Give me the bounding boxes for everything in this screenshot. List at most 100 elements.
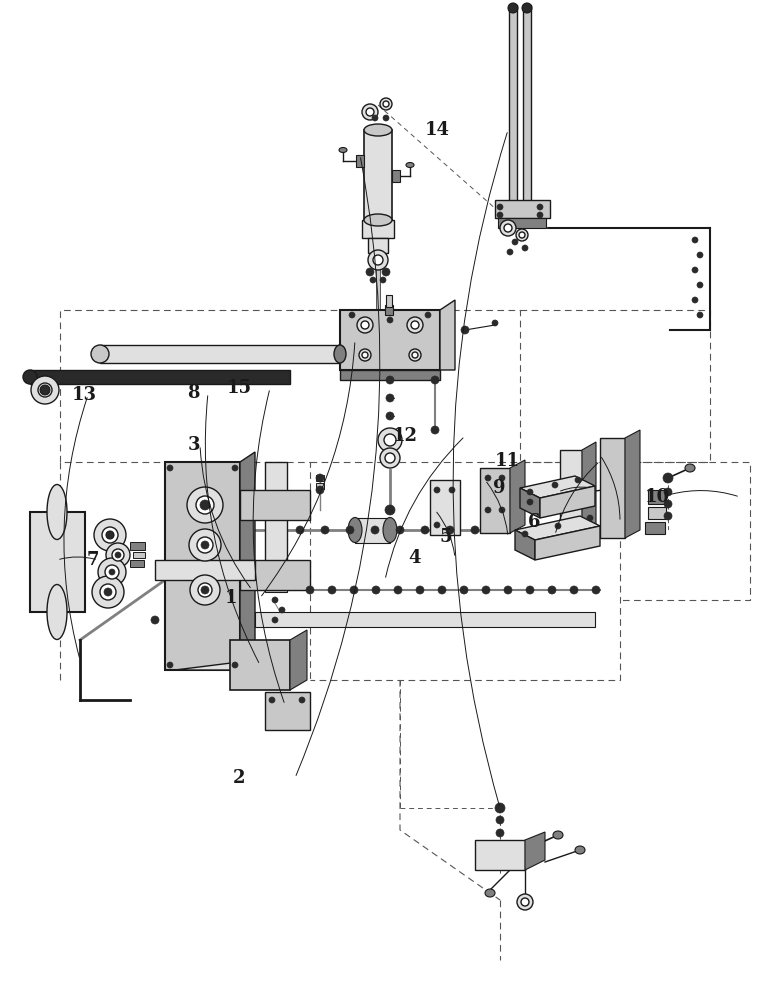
Circle shape [575, 477, 581, 483]
Bar [30, 370, 290, 384]
Circle shape [102, 527, 118, 543]
Bar [265, 462, 287, 562]
Circle shape [316, 474, 324, 482]
Circle shape [92, 576, 124, 608]
Circle shape [385, 505, 395, 515]
Bar [430, 480, 460, 535]
Circle shape [167, 662, 173, 668]
Polygon shape [540, 486, 595, 518]
Ellipse shape [47, 485, 67, 540]
Circle shape [431, 426, 439, 434]
Circle shape [372, 586, 380, 594]
Circle shape [499, 475, 505, 481]
Circle shape [499, 507, 505, 513]
Circle shape [416, 586, 424, 594]
Circle shape [40, 385, 50, 395]
Circle shape [512, 239, 518, 245]
Circle shape [384, 434, 396, 446]
Circle shape [517, 894, 533, 910]
Circle shape [500, 220, 516, 236]
Circle shape [98, 558, 126, 586]
Circle shape [697, 252, 703, 258]
Text: 14: 14 [424, 121, 449, 139]
Circle shape [269, 697, 275, 703]
Circle shape [527, 489, 533, 495]
Circle shape [446, 526, 454, 534]
Circle shape [167, 465, 173, 471]
Circle shape [232, 662, 238, 668]
Circle shape [495, 803, 505, 813]
Bar [155, 560, 255, 580]
Text: 9: 9 [493, 479, 506, 497]
Circle shape [368, 250, 388, 270]
Circle shape [38, 383, 52, 397]
Circle shape [396, 526, 404, 534]
Bar [316, 475, 324, 481]
Circle shape [664, 512, 672, 520]
Bar [368, 238, 388, 253]
Bar [509, 5, 517, 205]
Bar [645, 522, 665, 534]
Circle shape [421, 526, 429, 534]
Ellipse shape [485, 889, 495, 897]
Polygon shape [520, 476, 595, 498]
Circle shape [115, 552, 121, 558]
Ellipse shape [364, 124, 392, 136]
Circle shape [497, 212, 503, 218]
Text: 6: 6 [528, 513, 540, 531]
Bar [100, 345, 340, 363]
Bar [130, 542, 145, 550]
Circle shape [362, 104, 378, 120]
Polygon shape [535, 526, 600, 560]
Circle shape [201, 541, 209, 549]
Circle shape [438, 586, 446, 594]
Circle shape [328, 586, 336, 594]
Circle shape [372, 115, 378, 121]
Circle shape [692, 297, 698, 303]
Bar [240, 490, 310, 520]
Circle shape [425, 312, 431, 318]
Bar [133, 552, 145, 558]
Circle shape [187, 487, 223, 523]
Ellipse shape [23, 370, 37, 384]
Text: 11: 11 [495, 452, 520, 470]
Circle shape [697, 282, 703, 288]
Bar [265, 692, 310, 730]
Circle shape [522, 531, 528, 537]
Text: 3: 3 [188, 436, 200, 454]
Circle shape [537, 204, 543, 210]
Circle shape [570, 586, 578, 594]
Text: 15: 15 [226, 379, 251, 397]
Circle shape [189, 529, 221, 561]
Text: 5: 5 [440, 528, 453, 546]
Circle shape [106, 531, 114, 539]
Circle shape [407, 317, 423, 333]
Circle shape [296, 526, 304, 534]
Circle shape [434, 487, 440, 493]
Circle shape [321, 526, 329, 534]
Circle shape [460, 586, 468, 594]
Bar [130, 560, 144, 567]
Circle shape [380, 98, 392, 110]
Circle shape [362, 352, 368, 358]
Circle shape [394, 586, 402, 594]
Circle shape [109, 569, 115, 575]
Circle shape [201, 586, 209, 594]
Circle shape [504, 586, 512, 594]
Bar [340, 310, 440, 370]
Ellipse shape [383, 518, 397, 542]
Polygon shape [625, 430, 640, 538]
Ellipse shape [553, 831, 563, 839]
Circle shape [411, 321, 419, 329]
Circle shape [434, 522, 440, 528]
Circle shape [409, 349, 421, 361]
Bar [386, 295, 392, 307]
Circle shape [504, 224, 512, 232]
Circle shape [548, 586, 556, 594]
Bar [480, 468, 510, 533]
Circle shape [587, 515, 593, 521]
Circle shape [527, 499, 533, 505]
Circle shape [412, 352, 418, 358]
Circle shape [485, 507, 491, 513]
Circle shape [492, 320, 498, 326]
